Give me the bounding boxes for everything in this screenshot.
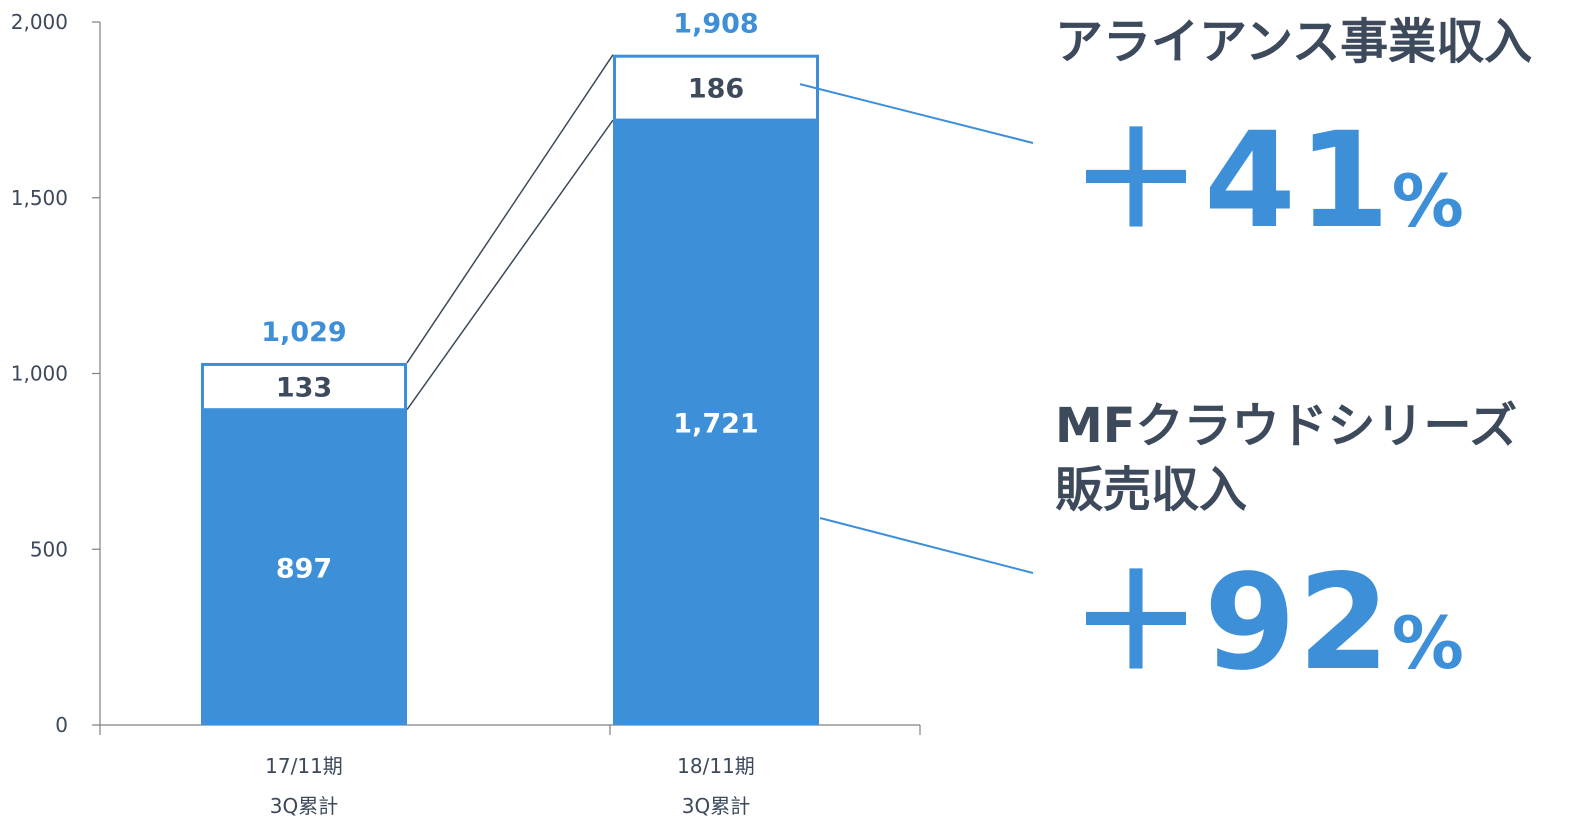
y-tick-label: 500 xyxy=(30,537,68,561)
alliance-growth-number: ＋41 xyxy=(1070,104,1392,258)
bar-value-label-alliance: 186 xyxy=(688,73,744,104)
x-category-sublabel: 3Q累計 xyxy=(682,794,750,818)
y-tick-label: 2,000 xyxy=(11,10,68,34)
connector-mid-line xyxy=(406,119,614,411)
cloud-leader-line xyxy=(819,517,1034,574)
cloud-callout-title-line2: 販売収入 xyxy=(1055,462,1248,518)
alliance-growth-percent: % xyxy=(1391,159,1464,243)
bar-value-label-cloud: 897 xyxy=(276,553,332,584)
cloud-growth-percent: % xyxy=(1391,601,1464,685)
alliance-leader-line xyxy=(799,83,1034,144)
alliance-growth: ＋41% xyxy=(1070,74,1464,265)
x-category-label: 17/11期 xyxy=(265,754,343,778)
connector-top-line xyxy=(406,54,614,364)
x-category-sublabel: 3Q累計 xyxy=(270,794,338,818)
bar-value-label-cloud: 1,721 xyxy=(673,409,758,440)
y-tick-label: 0 xyxy=(55,713,68,737)
y-tick-label: 1,000 xyxy=(11,362,68,386)
x-category-label: 18/11期 xyxy=(677,754,755,778)
cloud-growth-number: ＋92 xyxy=(1070,546,1392,700)
bar-segment-alliance xyxy=(201,362,407,412)
cloud-growth: ＋92% xyxy=(1070,516,1464,707)
alliance-callout-title: アライアンス事業収入 xyxy=(1055,14,1533,70)
bar-segment-cloud xyxy=(201,409,407,725)
y-tick-label: 1,500 xyxy=(11,186,68,210)
cloud-callout-title-line1: MFクラウドシリーズ xyxy=(1055,398,1518,454)
bar-total-label: 1,908 xyxy=(673,9,758,40)
bar-segment-alliance xyxy=(613,54,819,122)
bar-segment-cloud xyxy=(613,120,819,726)
bar-value-label-alliance: 133 xyxy=(276,372,332,403)
bar-total-label: 1,029 xyxy=(261,317,346,348)
